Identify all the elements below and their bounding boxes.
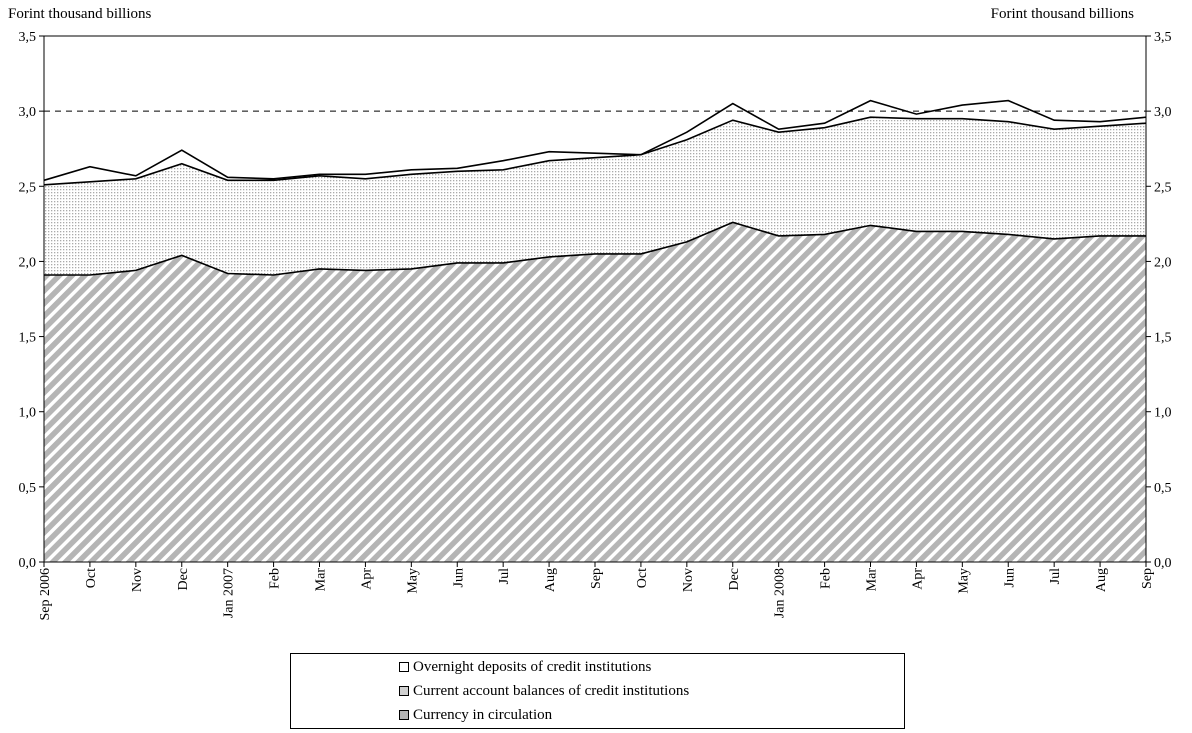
x-tick-label: Feb xyxy=(819,568,834,589)
x-tick-label: Dec xyxy=(176,568,191,591)
y-tick-label-left: 2,5 xyxy=(19,180,37,195)
legend-item-currency-in-circulation: Currency in circulation xyxy=(399,705,552,725)
legend-swatch-current-account-balances xyxy=(399,686,409,696)
x-tick-label: Jul xyxy=(1048,568,1063,584)
area-current-account-balances-of-credit-institutions xyxy=(44,117,1146,275)
legend-label-currency-in-circulation: Currency in circulation xyxy=(413,706,553,723)
x-tick-label: Aug xyxy=(1094,568,1109,592)
y-tick-label-left: 3,5 xyxy=(19,30,37,45)
y-tick-label-left: 0,5 xyxy=(19,481,37,496)
x-tick-label: Apr xyxy=(359,568,374,590)
area-currency-in-circulation xyxy=(44,222,1146,562)
x-tick-label: Jul xyxy=(497,568,512,584)
x-tick-label: Sep xyxy=(1140,568,1155,589)
line-overnight-deposits-of-credit-institutions xyxy=(43,99,1147,182)
y-tick-label-right: 3,0 xyxy=(1154,105,1172,120)
x-tick-label: Jan 2008 xyxy=(773,568,788,618)
x-tick-label: Sep 2006 xyxy=(38,568,53,621)
x-tick-label: May xyxy=(405,568,420,594)
x-tick-label: Feb xyxy=(268,568,283,589)
x-tick-label: Dec xyxy=(727,568,742,591)
x-tick-label: Jun xyxy=(451,568,466,587)
x-tick-label: Sep xyxy=(589,568,604,589)
legend-label-overnight-deposits: Overnight deposits of credit institution… xyxy=(413,658,652,675)
y-tick-label-right: 1,5 xyxy=(1154,331,1172,346)
legend-label-current-account-balances: Current account balances of credit insti… xyxy=(413,682,690,699)
x-tick-label: Mar xyxy=(314,568,329,592)
y-tick-label-right: 0,0 xyxy=(1154,556,1172,571)
legend-item-overnight-deposits: Overnight deposits of credit institution… xyxy=(399,657,651,677)
x-tick-label: Jan 2007 xyxy=(222,568,237,618)
y-tick-label-left: 1,0 xyxy=(19,406,37,421)
x-tick-label: Mar xyxy=(865,568,880,592)
x-tick-label: Oct xyxy=(635,568,650,588)
x-tick-label: Nov xyxy=(681,568,696,592)
y-axis-unit-right: Forint thousand billions xyxy=(990,6,1134,22)
legend-item-current-account-balances: Current account balances of credit insti… xyxy=(399,681,689,701)
x-tick-label: Nov xyxy=(130,568,145,592)
y-tick-label-left: 2,0 xyxy=(19,255,37,270)
y-tick-label-right: 0,5 xyxy=(1154,481,1172,496)
y-tick-label-left: 3,0 xyxy=(19,105,37,120)
line-current-account-balances-of-credit-institutions xyxy=(43,116,1147,186)
x-tick-label: Jun xyxy=(1002,568,1017,587)
x-tick-label: Oct xyxy=(84,568,99,588)
y-tick-label-right: 2,5 xyxy=(1154,180,1172,195)
x-tick-label: Apr xyxy=(910,568,925,590)
x-tick-label: May xyxy=(956,568,971,594)
y-tick-label-left: 1,5 xyxy=(19,331,37,346)
legend: Overnight deposits of credit institution… xyxy=(290,653,905,729)
x-tick-label: Aug xyxy=(543,568,558,592)
stacked-area-chart: 0,0 0,0 0,5 0,5 1,0 1,0 1,5 1,5 2,0 2,0 2,5 2,5 3,0 3… xyxy=(19,30,1172,621)
line-currency-in-circulation xyxy=(44,221,1146,276)
y-tick-label-left: 0,0 xyxy=(19,556,37,571)
y-tick-label-right: 2,0 xyxy=(1154,255,1172,270)
y-tick-label-right: 3,5 xyxy=(1154,30,1172,45)
y-tick-label-right: 1,0 xyxy=(1154,406,1172,421)
y-axis-unit-left: Forint thousand billions xyxy=(8,6,152,22)
legend-swatch-overnight-deposits xyxy=(399,662,409,672)
legend-swatch-currency-in-circulation xyxy=(399,710,409,720)
